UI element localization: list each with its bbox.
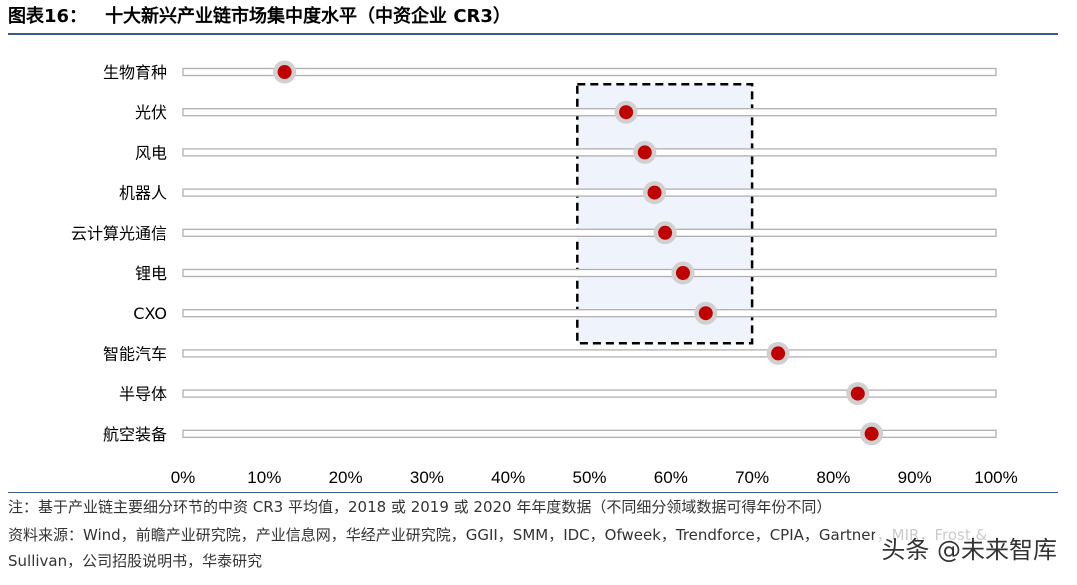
track-bar (182, 309, 997, 318)
track-bar (182, 108, 997, 117)
x-tick-label: 30% (410, 468, 444, 487)
track-bar (182, 389, 997, 398)
x-tick-label: 10% (247, 468, 281, 487)
figure-number: 图表16： (8, 6, 88, 27)
highlight-box (576, 82, 754, 345)
x-tick-label: 100% (974, 468, 1017, 487)
category-label: 智能汽车 (103, 344, 167, 363)
category-label: 光伏 (135, 103, 167, 122)
x-tick-label: 80% (816, 468, 850, 487)
x-tick-label: 50% (572, 468, 606, 487)
data-point (277, 65, 292, 79)
category-label: 生物育种 (103, 63, 167, 82)
x-tick-label: 90% (898, 468, 932, 487)
x-tick-label: 20% (329, 468, 363, 487)
data-point (698, 306, 713, 321)
data-point (675, 266, 690, 280)
figure-title: 图表16： 十大新兴产业链市场集中度水平（中资企业 CR3） (8, 2, 1068, 32)
category-label: 机器人 (119, 184, 167, 203)
watermark: 头条 @未来智库 (875, 528, 1063, 567)
category-label: CXO (133, 304, 167, 323)
data-point (658, 225, 673, 240)
x-tick-label: 70% (735, 468, 769, 487)
x-tick-label: 0% (171, 468, 196, 487)
data-point (850, 386, 865, 401)
footer-divider (8, 492, 1058, 493)
data-point (771, 346, 786, 361)
track-bar (182, 148, 997, 157)
category-label: 半导体 (119, 385, 167, 404)
chart-source: 资料来源：Wind，前瞻产业研究院，产业信息网，华经产业研究院，GGII，SMM… (8, 526, 988, 570)
category-label: 锂电 (135, 264, 167, 283)
x-tick-label: 60% (654, 468, 688, 487)
category-label: 航空装备 (103, 425, 167, 444)
track-bar (182, 268, 997, 278)
data-point (619, 105, 634, 120)
track-bar (182, 349, 997, 358)
track-bar (182, 188, 997, 197)
category-label: 云计算光通信 (71, 224, 167, 243)
data-point (864, 426, 879, 441)
track-bar (182, 67, 997, 77)
title-divider (8, 33, 1058, 35)
track-bar (182, 429, 997, 438)
x-tick-label: 40% (491, 468, 525, 487)
chart-note: 注：基于产业链主要细分环节的中资 CR3 平均值，2018 或 2019 或 2… (8, 498, 832, 516)
figure-title-text: 十大新兴产业链市场集中度水平（中资企业 CR3） (105, 6, 511, 27)
track-bar (182, 228, 997, 237)
data-point (647, 185, 662, 200)
category-label: 风电 (135, 143, 167, 162)
data-point (637, 145, 652, 160)
